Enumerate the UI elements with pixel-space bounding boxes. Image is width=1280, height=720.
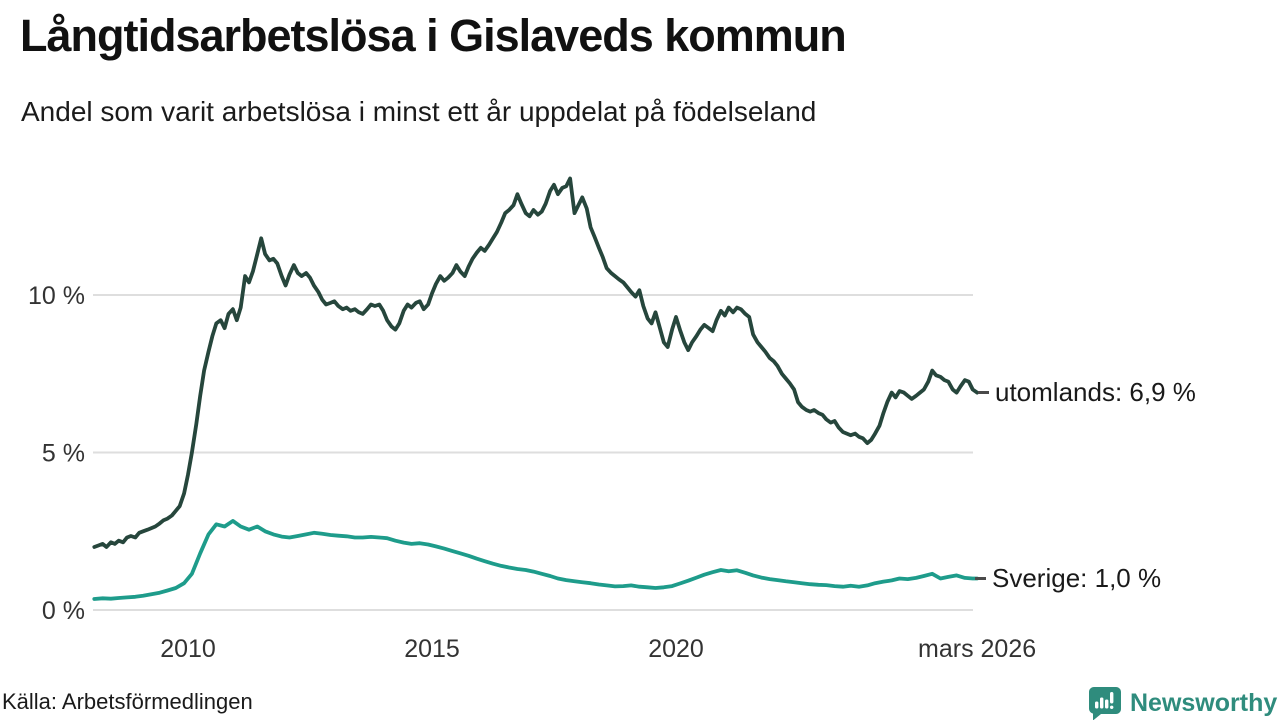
source-credit: Källa: Arbetsförmedlingen — [2, 689, 253, 714]
x-tick-label-2015: 2015 — [404, 635, 460, 663]
x-tick-label-2010: 2010 — [160, 635, 216, 663]
y-tick-label-0: 0 % — [42, 597, 85, 625]
series-line-Sverige — [92, 519, 979, 601]
page-title: Långtidsarbetslösa i Gislaveds kommun — [20, 10, 847, 61]
series-label-utomlands-text: utomlands: 6,9 % — [995, 376, 1196, 407]
label-tick-dash — [978, 390, 989, 394]
x-tick-label-2020: 2020 — [648, 635, 704, 663]
series-label-utomlands: utomlands: 6,9 % — [978, 377, 1196, 407]
newsworthy-chart-bubble-icon — [1089, 687, 1121, 720]
series-label-sverige-text: Sverige: 1,0 % — [992, 562, 1162, 593]
page-subtitle: Andel som varit arbetslösa i minst ett å… — [21, 96, 817, 127]
newsworthy-logo: Newsworthy — [1087, 685, 1277, 720]
x-tick-label-mars 2026: mars 2026 — [918, 635, 1036, 663]
y-tick-label-10: 10 % — [28, 282, 85, 310]
series-line-utomlands — [92, 176, 979, 549]
newsworthy-wordmark: Newsworthy — [1130, 688, 1278, 717]
y-tick-label-5: 5 % — [42, 440, 85, 468]
series-label-sverige: Sverige: 1,0 % — [975, 563, 1161, 593]
label-tick-dash — [975, 576, 986, 580]
